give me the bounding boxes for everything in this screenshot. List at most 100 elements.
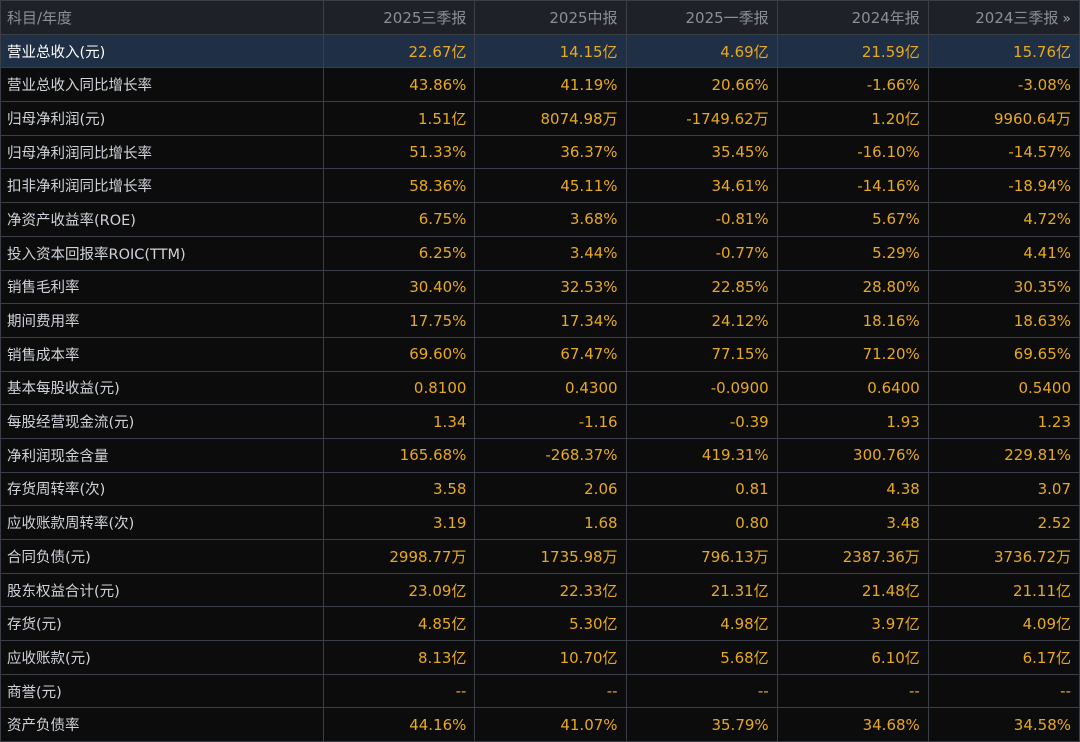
- value-cell: 21.31亿: [625, 572, 778, 608]
- value-cell: -16.10%: [776, 134, 929, 170]
- value-cell: 8.13亿: [323, 640, 476, 675]
- value-cell: 8074.98万: [474, 101, 627, 136]
- value-cell: 67.47%: [474, 336, 627, 372]
- table-row[interactable]: 应收账款(元) 8.13亿 10.70亿 5.68亿 6.10亿 6.17亿: [0, 640, 1080, 675]
- value-cell: 41.07%: [474, 707, 627, 742]
- value-cell: 0.4300: [474, 370, 627, 406]
- value-cell: 77.15%: [625, 336, 778, 372]
- value-cell: -1.16: [474, 404, 627, 439]
- table-row[interactable]: 存货(元) 4.85亿 5.30亿 4.98亿 3.97亿 4.09亿: [0, 606, 1080, 642]
- value-cell: 34.58%: [927, 707, 1080, 742]
- value-cell: -14.16%: [776, 168, 929, 204]
- value-cell: 4.38: [776, 471, 929, 507]
- table-row[interactable]: 营业总收入(元) 22.67亿 14.15亿 4.69亿 21.59亿 15.76亿: [0, 33, 1080, 69]
- table-row[interactable]: 应收账款周转率(次) 3.19 1.68 0.80 3.48 2.52: [0, 505, 1080, 540]
- value-cell: -3.08%: [927, 67, 1080, 103]
- table-row[interactable]: 归母净利润同比增长率 51.33% 36.37% 35.45% -16.10% -14.5…: [0, 134, 1080, 170]
- value-cell: 2.06: [474, 471, 627, 507]
- value-cell: 0.6400: [776, 370, 929, 406]
- row-label: 营业总收入同比增长率: [0, 67, 325, 103]
- value-cell: 1.51亿: [323, 101, 476, 136]
- row-label: 股东权益合计(元): [0, 572, 325, 608]
- value-cell: 69.60%: [323, 336, 476, 372]
- table-row[interactable]: 期间费用率 17.75% 17.34% 24.12% 18.16% 18.63%: [0, 303, 1080, 338]
- value-cell: 0.80: [625, 505, 778, 540]
- table-row[interactable]: 销售成本率 69.60% 67.47% 77.15% 71.20% 69.65%: [0, 336, 1080, 372]
- table-row[interactable]: 合同负债(元) 2998.77万 1735.98万 796.13万 2387.36万 37…: [0, 539, 1080, 574]
- value-cell: 6.10亿: [776, 640, 929, 675]
- value-cell: 165.68%: [323, 437, 476, 473]
- column-header-3[interactable]: 2025一季报: [625, 0, 778, 35]
- value-cell: 22.33亿: [474, 572, 627, 608]
- value-cell: 3736.72万: [927, 539, 1080, 574]
- table-row[interactable]: 净利润现金含量 165.68% -268.37% 419.31% 300.76% 229.…: [0, 437, 1080, 473]
- column-title: 2025中报: [549, 8, 618, 27]
- value-cell: --: [323, 673, 476, 709]
- value-cell: 17.34%: [474, 303, 627, 338]
- row-label: 基本每股收益(元): [0, 370, 325, 406]
- table-row[interactable]: 扣非净利润同比增长率 58.36% 45.11% 34.61% -14.16% -18.9…: [0, 168, 1080, 204]
- value-cell: 5.67%: [776, 202, 929, 237]
- value-cell: 1.34: [323, 404, 476, 439]
- row-label: 销售成本率: [0, 336, 325, 372]
- value-cell: 3.44%: [474, 235, 627, 271]
- value-cell: -14.57%: [927, 134, 1080, 170]
- value-cell: 2.52: [927, 505, 1080, 540]
- value-cell: 3.07: [927, 471, 1080, 507]
- value-cell: 22.67亿: [323, 33, 476, 69]
- value-cell: 23.09亿: [323, 572, 476, 608]
- row-label: 资产负债率: [0, 707, 325, 742]
- row-label: 每股经营现金流(元): [0, 404, 325, 439]
- value-cell: 34.61%: [625, 168, 778, 204]
- value-cell: -0.0900: [625, 370, 778, 406]
- value-cell: 30.40%: [323, 269, 476, 305]
- table-row[interactable]: 存货周转率(次) 3.58 2.06 0.81 4.38 3.07: [0, 471, 1080, 507]
- value-cell: 4.41%: [927, 235, 1080, 271]
- more-columns-icon[interactable]: »: [1062, 10, 1071, 27]
- column-title: 2025三季报: [383, 8, 467, 27]
- row-label: 应收账款(元): [0, 640, 325, 675]
- table-row[interactable]: 投入资本回报率ROIC(TTM) 6.25% 3.44% -0.77% 5.29% 4.4…: [0, 235, 1080, 271]
- row-label: 净利润现金含量: [0, 437, 325, 473]
- table-row[interactable]: 基本每股收益(元) 0.8100 0.4300 -0.0900 0.6400 0.5400: [0, 370, 1080, 406]
- value-cell: 17.75%: [323, 303, 476, 338]
- row-label: 合同负债(元): [0, 539, 325, 574]
- value-cell: -18.94%: [927, 168, 1080, 204]
- value-cell: 15.76亿: [927, 33, 1080, 69]
- value-cell: 1.68: [474, 505, 627, 540]
- table-header: 科目/年度 2025三季报 2025中报 2025一季报 2024年报 2024…: [0, 0, 1080, 35]
- value-cell: 6.75%: [323, 202, 476, 237]
- table-row[interactable]: 每股经营现金流(元) 1.34 -1.16 -0.39 1.93 1.23: [0, 404, 1080, 439]
- value-cell: 0.8100: [323, 370, 476, 406]
- column-header-5[interactable]: 2024三季报»: [927, 0, 1080, 35]
- column-header-1[interactable]: 2025三季报: [323, 0, 476, 35]
- value-cell: 3.48: [776, 505, 929, 540]
- value-cell: 3.58: [323, 471, 476, 507]
- value-cell: 20.66%: [625, 67, 778, 103]
- value-cell: 44.16%: [323, 707, 476, 742]
- value-cell: 4.69亿: [625, 33, 778, 69]
- table-row[interactable]: 营业总收入同比增长率 43.86% 41.19% 20.66% -1.66% -3.08%: [0, 67, 1080, 103]
- row-label: 商誉(元): [0, 673, 325, 709]
- value-cell: 4.72%: [927, 202, 1080, 237]
- value-cell: 28.80%: [776, 269, 929, 305]
- table-row[interactable]: 净资产收益率(ROE) 6.75% 3.68% -0.81% 5.67% 4.72%: [0, 202, 1080, 237]
- table-row[interactable]: 归母净利润(元) 1.51亿 8074.98万 -1749.62万 1.20亿 9960.…: [0, 101, 1080, 136]
- table-row[interactable]: 商誉(元) -- -- -- -- --: [0, 673, 1080, 709]
- table-row[interactable]: 股东权益合计(元) 23.09亿 22.33亿 21.31亿 21.48亿 21.11亿: [0, 572, 1080, 608]
- value-cell: 0.81: [625, 471, 778, 507]
- value-cell: -0.77%: [625, 235, 778, 271]
- table-row[interactable]: 资产负债率 44.16% 41.07% 35.79% 34.68% 34.58%: [0, 707, 1080, 742]
- column-header-2[interactable]: 2025中报: [474, 0, 627, 35]
- value-cell: 10.70亿: [474, 640, 627, 675]
- value-cell: 2387.36万: [776, 539, 929, 574]
- value-cell: 21.48亿: [776, 572, 929, 608]
- value-cell: 300.76%: [776, 437, 929, 473]
- value-cell: 32.53%: [474, 269, 627, 305]
- value-cell: 58.36%: [323, 168, 476, 204]
- table-row[interactable]: 销售毛利率 30.40% 32.53% 22.85% 28.80% 30.35%: [0, 269, 1080, 305]
- row-label: 扣非净利润同比增长率: [0, 168, 325, 204]
- column-header-4[interactable]: 2024年报: [776, 0, 929, 35]
- value-cell: 3.68%: [474, 202, 627, 237]
